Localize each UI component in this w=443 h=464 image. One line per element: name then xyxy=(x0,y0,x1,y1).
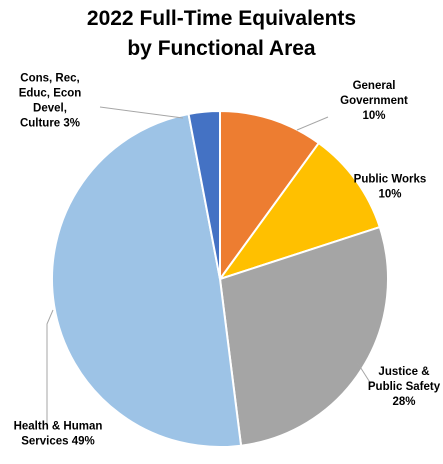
leader-line-general-government xyxy=(296,116,329,131)
slice-label-line: Public Works xyxy=(354,174,427,186)
pie-slice-cons-rec-educ-econ-devel-culture xyxy=(187,109,221,280)
leader-lines xyxy=(46,106,372,426)
slice-label-line: Public Safety xyxy=(368,381,441,393)
slice-label-line: Devel, xyxy=(33,103,67,115)
pie-slice-general-government xyxy=(219,109,321,283)
slice-label-line: Justice & xyxy=(378,366,429,378)
slice-label-public-works: Public Works 10% xyxy=(354,174,427,201)
slice-label-line: Cons, Rec, xyxy=(20,73,79,85)
slice-label-line: 28% xyxy=(392,396,415,408)
slice-label-health-and-human-services: Health & Human Services 49% xyxy=(14,421,103,448)
slice-label-justice-and-public-safety: Justice & Public Safety 28% xyxy=(368,366,441,408)
chart-title-line-1: 2022 Full-Time Equivalents xyxy=(86,7,357,30)
leader-line-cons-rec-educ-econ-devel-culture xyxy=(99,106,184,119)
slice-label-line: Government xyxy=(340,95,408,107)
slice-labels: General Government 10% Public Works 10% Justi… xyxy=(14,73,441,448)
slice-label-line: Culture 3% xyxy=(20,118,80,130)
pie-slices xyxy=(51,109,390,449)
slice-label-line: Educ, Econ xyxy=(19,88,82,100)
chart-title: 2022 Full-Time Equivalents by Functional… xyxy=(0,4,443,64)
leader-line-health-and-human-services xyxy=(46,309,54,426)
slice-label-line: 10% xyxy=(362,110,385,122)
slice-label-line: General xyxy=(353,80,396,92)
pie-slice-health-and-human-services xyxy=(51,112,243,449)
slice-label-line: Services 49% xyxy=(21,436,95,448)
chart-title-line-2: by Functional Area xyxy=(127,37,316,60)
slice-label-cons-rec-educ-econ-devel-culture: Cons, Rec, Educ, Econ Devel, Culture 3% xyxy=(19,73,82,130)
slice-label-general-government: General Government 10% xyxy=(340,80,408,122)
leader-line-justice-and-public-safety xyxy=(356,361,372,385)
slice-label-line: 10% xyxy=(378,189,401,201)
pie-slice-public-works xyxy=(217,141,382,281)
slice-label-line: Health & Human xyxy=(14,421,103,433)
